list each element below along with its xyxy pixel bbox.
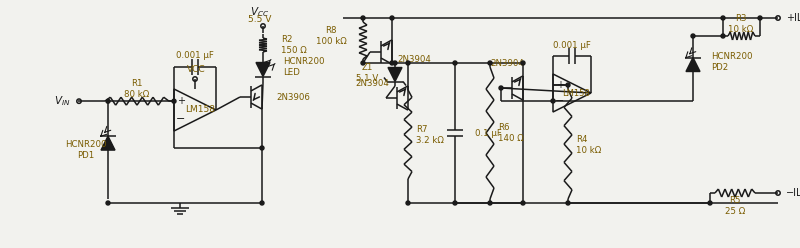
Text: VCC: VCC xyxy=(186,65,206,74)
Circle shape xyxy=(453,61,457,65)
Text: 0.1 μF: 0.1 μF xyxy=(475,128,502,137)
Text: 2N3904: 2N3904 xyxy=(355,80,389,89)
Circle shape xyxy=(721,16,725,20)
Text: +: + xyxy=(556,80,564,90)
Text: −: − xyxy=(176,114,186,124)
Circle shape xyxy=(260,201,264,205)
Circle shape xyxy=(361,61,365,65)
Circle shape xyxy=(521,61,525,65)
Text: $V_{CC}$: $V_{CC}$ xyxy=(250,5,270,19)
Polygon shape xyxy=(388,67,402,82)
Text: −: − xyxy=(555,96,565,106)
Text: HCNR200
LED: HCNR200 LED xyxy=(283,57,325,77)
Polygon shape xyxy=(101,136,115,150)
Text: 0.001 μF: 0.001 μF xyxy=(176,52,214,61)
Text: Z1
5.1 V: Z1 5.1 V xyxy=(356,63,378,83)
Circle shape xyxy=(708,201,712,205)
Circle shape xyxy=(721,34,725,38)
Text: 2N3904: 2N3904 xyxy=(397,56,431,64)
Circle shape xyxy=(260,146,264,150)
Circle shape xyxy=(566,83,570,87)
Circle shape xyxy=(499,86,503,90)
Text: −ILOOP: −ILOOP xyxy=(786,188,800,198)
Text: R1
80 kΩ: R1 80 kΩ xyxy=(124,79,150,99)
Circle shape xyxy=(106,99,110,103)
Circle shape xyxy=(406,61,410,65)
Circle shape xyxy=(390,61,394,65)
Circle shape xyxy=(551,99,555,103)
Text: 2N3906: 2N3906 xyxy=(276,93,310,101)
Text: R2
150 Ω: R2 150 Ω xyxy=(281,35,306,55)
Text: R7
3.2 kΩ: R7 3.2 kΩ xyxy=(416,125,444,145)
Circle shape xyxy=(106,201,110,205)
Text: R4
10 kΩ: R4 10 kΩ xyxy=(576,135,602,155)
Polygon shape xyxy=(686,58,700,71)
Circle shape xyxy=(566,201,570,205)
Circle shape xyxy=(393,61,397,65)
Text: 2N3904: 2N3904 xyxy=(490,60,524,68)
Circle shape xyxy=(758,16,762,20)
Text: +ILOOP: +ILOOP xyxy=(786,13,800,23)
Circle shape xyxy=(361,16,365,20)
Text: $V_{IN}$: $V_{IN}$ xyxy=(54,94,70,108)
Text: R6
140 Ω: R6 140 Ω xyxy=(498,123,524,143)
Text: 5.5 V: 5.5 V xyxy=(248,15,272,25)
Circle shape xyxy=(172,99,176,103)
Circle shape xyxy=(488,201,492,205)
Text: HCNR200
PD1: HCNR200 PD1 xyxy=(66,140,106,160)
Text: 0.001 μF: 0.001 μF xyxy=(553,40,591,50)
Text: +: + xyxy=(177,96,185,106)
Circle shape xyxy=(691,34,695,38)
Circle shape xyxy=(488,61,492,65)
Text: LM158: LM158 xyxy=(562,89,590,97)
Circle shape xyxy=(521,201,525,205)
Polygon shape xyxy=(256,62,270,76)
Text: R3
10 kΩ: R3 10 kΩ xyxy=(728,14,754,34)
Circle shape xyxy=(406,201,410,205)
Text: LM158: LM158 xyxy=(185,105,215,115)
Text: HCNR200
PD2: HCNR200 PD2 xyxy=(711,52,753,72)
Text: R8
100 kΩ: R8 100 kΩ xyxy=(316,26,346,46)
Circle shape xyxy=(453,201,457,205)
Circle shape xyxy=(390,16,394,20)
Text: R5
25 Ω: R5 25 Ω xyxy=(725,196,745,216)
